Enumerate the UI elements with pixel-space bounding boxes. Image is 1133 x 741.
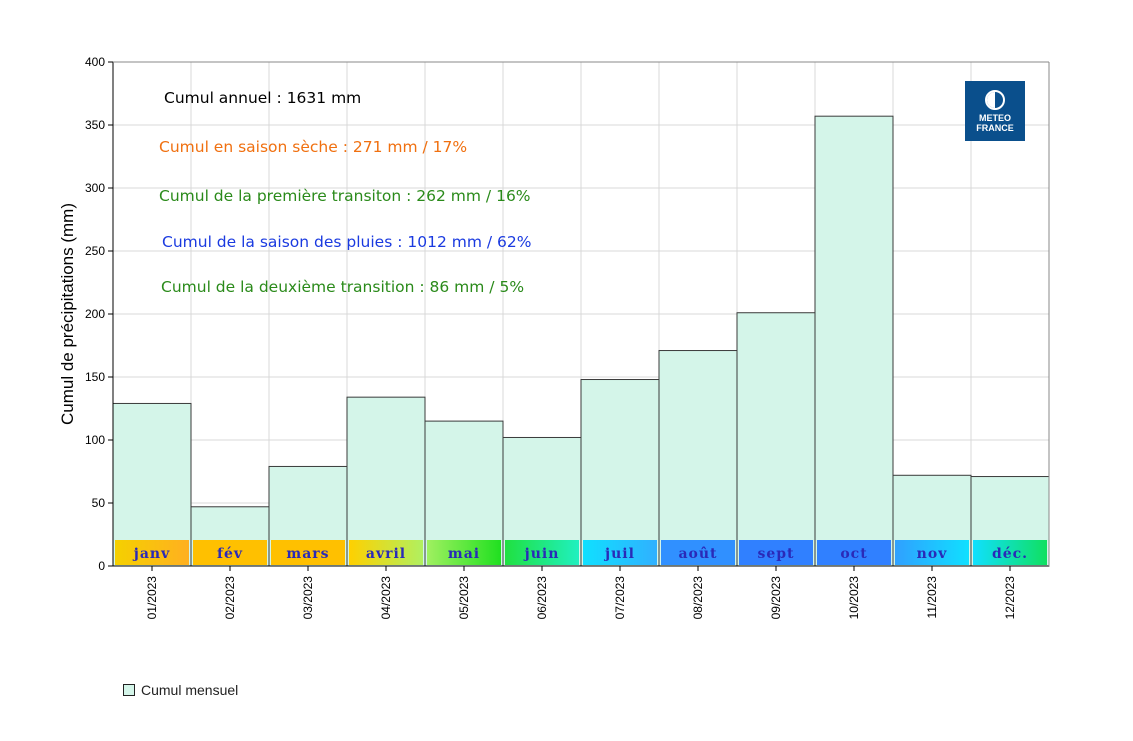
y-tick-label: 300 [85,181,105,195]
month-label: déc. [992,546,1028,562]
bar [736,312,816,567]
month-label: avril [366,546,406,562]
y-tick-label: 0 [98,559,105,573]
x-tick-label: 07/2023 [613,576,627,620]
logo-line-1: METEO [978,112,1011,123]
y-tick-label: 400 [85,55,105,69]
x-tick-label: 08/2023 [691,576,705,620]
x-tick-label: 12/2023 [1003,576,1017,620]
annotation-dry-season: Cumul en saison sèche : 271 mm / 17% [159,138,468,156]
meteo-france-emblem-icon [985,89,1005,110]
month-band [739,540,813,565]
x-tick-label: 09/2023 [769,576,783,620]
bar [658,350,738,567]
x-tick-label: 05/2023 [457,576,471,620]
annotation-annual-total: Cumul annuel : 1631 mm [164,89,362,107]
y-tick-label: 100 [85,433,105,447]
legend-label: Cumul mensuel [141,682,239,698]
x-tick-label: 03/2023 [301,576,315,620]
month-label: sept [757,546,794,562]
month-label: mars [286,546,329,562]
bar [580,379,660,567]
bar [112,402,192,567]
bar [346,396,426,567]
annotation-second-transition: Cumul de la deuxième transition : 86 mm … [161,278,525,296]
bar [814,115,894,567]
month-label: nov [917,546,948,562]
month-label: juin [523,546,560,562]
y-axis-label: Cumul de précipitations (mm) [58,202,77,426]
month-band [505,540,579,565]
logo-line-2: FRANCE [976,122,1014,133]
y-tick-label: 50 [92,496,106,510]
y-tick-label: 250 [85,244,105,258]
month-band [973,540,1047,565]
x-tick-label: 04/2023 [379,576,393,620]
month-band [661,540,735,565]
month-band [817,540,891,565]
y-tick-label: 150 [85,370,105,384]
month-label: fév [217,546,243,562]
x-tick-label: 10/2023 [847,576,861,620]
month-band [193,540,267,565]
x-tick-label: 11/2023 [925,576,939,619]
month-label: oct [840,546,867,562]
y-tick-label: 200 [85,307,105,321]
month-band [115,540,189,565]
legend-swatch [123,684,135,696]
y-tick-label: 350 [85,118,105,132]
month-band [427,540,501,565]
x-tick-label: 01/2023 [145,576,159,620]
x-tick-label: 06/2023 [535,576,549,620]
month-band [895,540,969,565]
month-label: janv [132,546,170,562]
annotation-rainy-season: Cumul de la saison des pluies : 1012 mm … [162,233,532,251]
x-tick-label: 02/2023 [223,576,237,620]
month-label: août [678,546,717,562]
month-band [583,540,657,565]
month-band [271,540,345,565]
month-band [349,540,423,565]
annotation-first-transition: Cumul de la première transiton : 262 mm … [159,187,531,205]
month-label: mai [448,546,480,562]
meteo-france-logo: METEO FRANCE [965,81,1025,141]
month-label: juil [603,546,635,562]
legend: Cumul mensuel [123,682,238,698]
